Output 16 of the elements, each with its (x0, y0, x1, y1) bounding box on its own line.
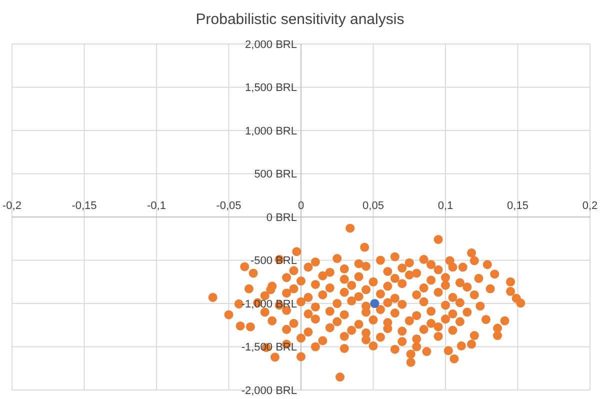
y-tick-label: 0 BRL (266, 212, 297, 224)
x-tick-label: 0,1 (438, 200, 454, 212)
y-tick-label: 1,000 BRL (245, 125, 297, 138)
y-tick-label: 2,000 BRL (245, 38, 297, 51)
y-tick-label: -2,000 BRL (241, 384, 297, 397)
x-tick-label: 0,2 (582, 200, 598, 212)
x-tick-label: 0,05 (362, 200, 384, 212)
y-tick-label: 500 BRL (254, 168, 297, 181)
x-tick-label: -0,05 (216, 200, 242, 212)
x-tick-label: 0 (298, 200, 304, 212)
chart-title: Probabilistic sensitivity analysis (196, 11, 404, 28)
x-tick-label: -0,2 (2, 200, 22, 212)
x-tick-label: 0,15 (507, 200, 528, 212)
x-tick-label: -0,1 (147, 200, 166, 212)
y-tick-label: 1,500 BRL (245, 82, 297, 94)
x-tick-label: -0,15 (72, 200, 97, 212)
